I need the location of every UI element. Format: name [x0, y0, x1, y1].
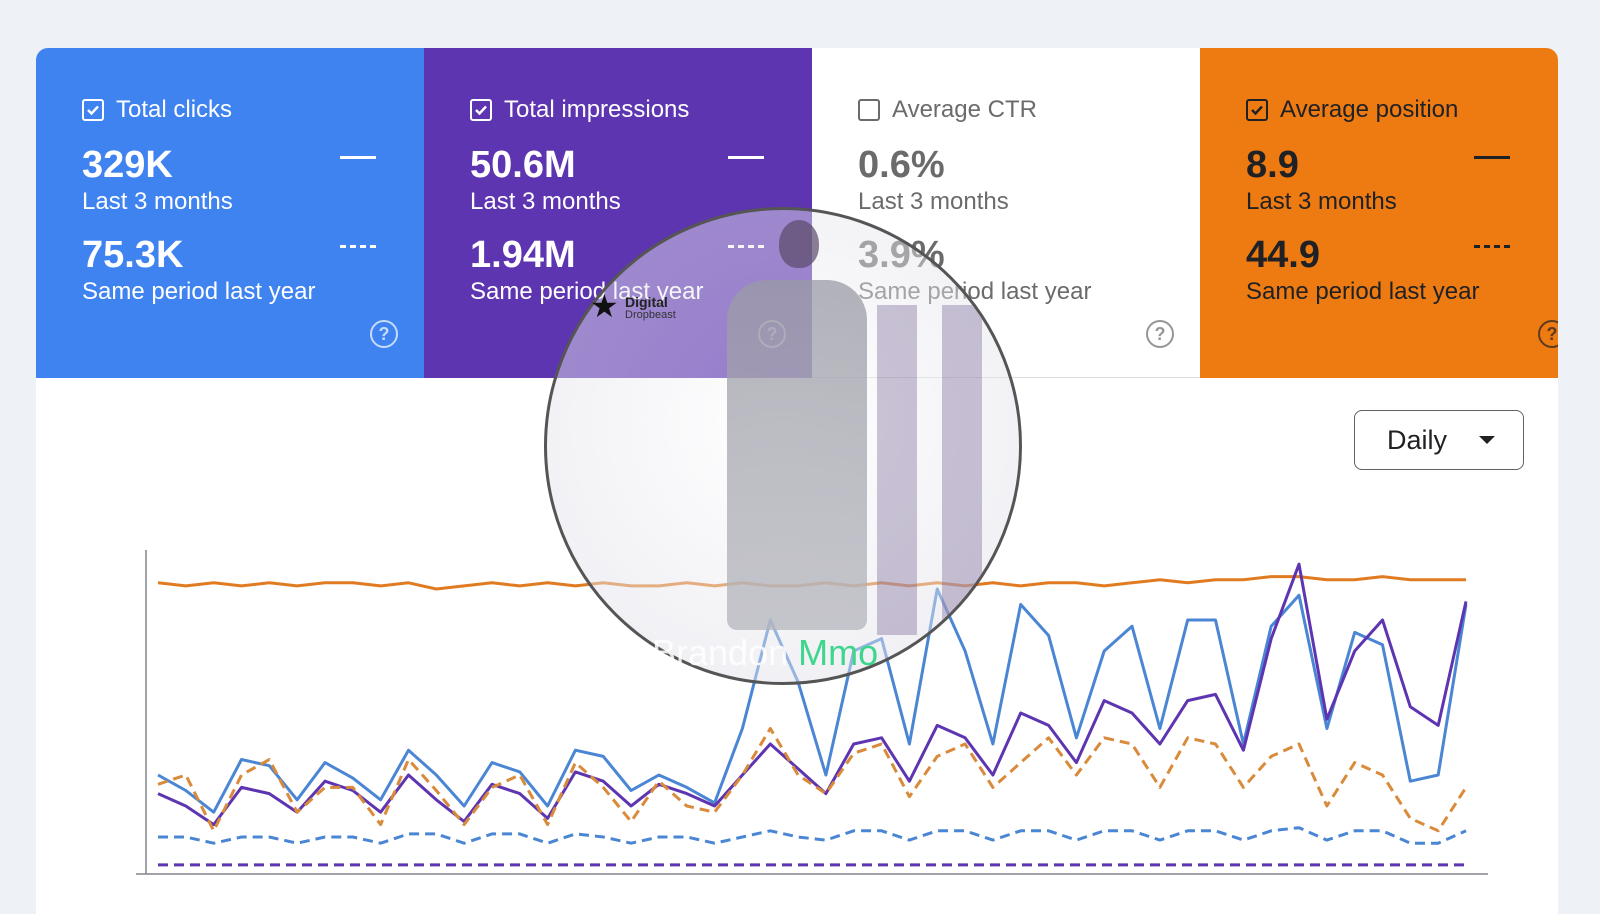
watermark-brand: Brandon Mmo — [652, 632, 878, 674]
card-total-clicks[interactable]: Total clicks 329K Last 3 months 75.3K Sa… — [36, 48, 424, 378]
card-prev-value: 1.94M — [470, 234, 576, 276]
card-header: Average position — [1246, 96, 1458, 124]
card-average-position[interactable]: Average position 8.9 Last 3 months 44.9 … — [1200, 48, 1558, 378]
dashed-line-legend-icon — [340, 245, 376, 248]
metric-cards: Total clicks 329K Last 3 months 75.3K Sa… — [36, 48, 1558, 378]
card-prev-period: Same period last year — [1246, 278, 1480, 305]
series-line-1 — [157, 587, 1468, 814]
series-line-2 — [157, 562, 1468, 827]
solid-line-legend-icon — [728, 156, 764, 159]
card-value: 329K — [82, 144, 173, 186]
watermark-brand-b: Mmo — [798, 632, 879, 673]
card-label: Average position — [1280, 96, 1459, 123]
card-period: Last 3 months — [82, 188, 233, 215]
card-label: Total clicks — [116, 96, 233, 123]
watermark-brand-a: Brandon — [652, 632, 789, 673]
curtain-shape — [877, 305, 917, 635]
checkbox-checked-icon[interactable] — [82, 99, 104, 121]
person-body-shape — [727, 280, 867, 630]
solid-line-legend-icon — [340, 156, 376, 159]
card-period: Last 3 months — [470, 188, 621, 215]
card-header: Average CTR — [858, 96, 1037, 124]
card-prev-value: 75.3K — [82, 234, 184, 276]
card-value: 50.6M — [470, 144, 576, 186]
star-logo-icon: ★ — [590, 288, 619, 324]
card-prev-period: Same period last year — [82, 278, 316, 305]
watermark-logo-line2: Dropbeast — [625, 309, 676, 321]
card-value: 0.6% — [858, 144, 945, 186]
checkbox-checked-icon[interactable] — [1246, 99, 1268, 121]
help-icon[interactable]: ? — [1538, 320, 1558, 348]
help-icon[interactable]: ? — [1146, 320, 1174, 348]
card-label: Average CTR — [892, 96, 1037, 123]
help-icon[interactable]: ? — [370, 320, 398, 348]
person-head-shape — [779, 220, 819, 268]
card-header: Total clicks — [82, 96, 232, 124]
card-period: Last 3 months — [1246, 188, 1397, 215]
caret-down-icon — [1479, 436, 1495, 444]
card-period: Last 3 months — [858, 188, 1009, 215]
card-label: Total impressions — [504, 96, 690, 123]
granularity-selected: Daily — [1387, 424, 1448, 455]
card-header: Total impressions — [470, 96, 689, 124]
card-prev-value: 44.9 — [1246, 234, 1320, 276]
curtain-shape — [942, 305, 982, 635]
watermark-logo-line1: Digital — [625, 294, 668, 310]
series-line-4 — [158, 826, 1467, 845]
checkbox-unchecked-icon[interactable] — [858, 99, 880, 121]
granularity-dropdown[interactable]: Daily — [1354, 410, 1524, 470]
performance-panel: Total clicks 329K Last 3 months 75.3K Sa… — [36, 48, 1558, 914]
checkbox-checked-icon[interactable] — [470, 99, 492, 121]
solid-line-legend-icon — [1474, 156, 1510, 159]
card-value: 8.9 — [1246, 144, 1299, 186]
watermark-portrait-overlay — [544, 207, 1022, 685]
dashed-line-legend-icon — [1474, 245, 1510, 248]
series-line-3 — [157, 727, 1468, 833]
